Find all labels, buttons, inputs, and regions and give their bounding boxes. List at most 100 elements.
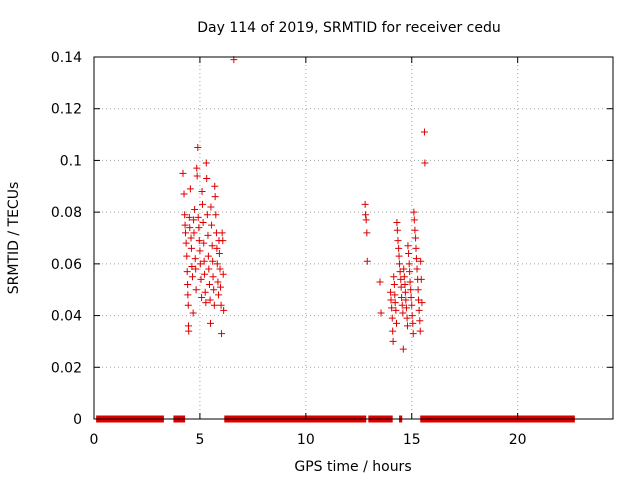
data-point	[412, 255, 420, 263]
data-point	[196, 260, 204, 268]
data-point	[194, 144, 202, 151]
data-point	[396, 268, 404, 276]
data-point	[363, 257, 371, 265]
data-point	[421, 159, 429, 167]
data-point	[220, 306, 228, 314]
data-point	[218, 330, 226, 338]
data-point	[209, 257, 217, 265]
data-point	[406, 278, 414, 286]
data-point	[361, 200, 369, 208]
data-point	[182, 229, 190, 237]
data-point	[397, 283, 405, 291]
data-point	[390, 281, 398, 289]
data-point	[217, 301, 225, 309]
data-point	[398, 301, 406, 309]
data-point	[391, 299, 399, 307]
data-point	[406, 268, 414, 276]
data-point	[196, 247, 204, 255]
data-point	[414, 286, 422, 294]
data-point	[393, 218, 401, 226]
data-point	[212, 211, 220, 219]
grid-lines	[94, 57, 613, 419]
data-point	[197, 275, 205, 283]
data-point	[198, 293, 206, 301]
data-point	[198, 200, 206, 208]
data-point	[204, 231, 212, 239]
data-point	[410, 208, 418, 216]
data-point	[408, 301, 416, 309]
data-point	[213, 260, 221, 268]
data-point	[192, 265, 200, 273]
data-point	[215, 250, 223, 258]
data-point	[208, 221, 216, 229]
data-point	[401, 288, 409, 296]
data-point	[395, 244, 403, 252]
plot-frame	[93, 56, 614, 420]
y-tick-label: 0.06	[51, 257, 82, 273]
data-point	[392, 306, 400, 314]
y-tick-labels: 0 0.02 0.04 0.06 0.08 0.1 0.12 0.14	[51, 50, 82, 428]
data-point	[415, 306, 423, 314]
data-point	[195, 224, 203, 232]
y-axis-label: SRMTID / TECUs	[6, 182, 22, 295]
data-point	[186, 224, 194, 232]
data-point	[399, 345, 407, 353]
data-point	[377, 309, 385, 317]
data-point	[416, 327, 424, 335]
data-point	[180, 190, 188, 198]
y-tick-label: 0.14	[51, 50, 82, 66]
data-point	[395, 260, 403, 268]
data-point	[409, 319, 417, 327]
x-tick-label: 5	[195, 432, 204, 448]
data-point	[418, 299, 426, 307]
data-point	[216, 265, 224, 273]
data-point	[187, 244, 195, 252]
data-point	[201, 288, 209, 296]
data-point	[186, 185, 194, 193]
data-point	[401, 281, 409, 289]
data-point	[194, 213, 202, 221]
data-point	[215, 291, 223, 299]
data-point	[184, 301, 192, 309]
data-points	[179, 56, 429, 353]
data-point	[417, 257, 425, 265]
data-point	[187, 234, 195, 242]
data-point	[204, 252, 212, 260]
data-point	[387, 296, 395, 304]
data-point	[408, 312, 416, 320]
data-point	[400, 265, 408, 273]
x-tick-label: 0	[90, 432, 99, 448]
data-point	[404, 322, 412, 330]
y-tick-label: 0.1	[60, 153, 82, 169]
data-point	[402, 296, 410, 304]
x-tick-label: 20	[509, 432, 527, 448]
data-point	[407, 286, 415, 294]
axis-ticks	[93, 56, 613, 420]
data-point	[184, 281, 192, 289]
data-point	[214, 278, 222, 286]
data-point	[403, 314, 411, 322]
data-point	[198, 187, 206, 195]
x-tick-label: 10	[297, 432, 315, 448]
data-point	[362, 216, 370, 224]
chart-title: Day 114 of 2019, SRMTID for receiver ced…	[197, 20, 500, 36]
x-tick-label: 15	[403, 432, 421, 448]
data-point	[389, 337, 397, 345]
data-point	[181, 221, 189, 229]
data-point	[205, 265, 213, 273]
x-tick-labels: 0 5 10 15 20	[90, 432, 527, 448]
data-point	[389, 327, 397, 335]
data-point	[202, 299, 210, 307]
data-point	[207, 203, 215, 211]
data-point	[181, 211, 189, 219]
data-point	[417, 275, 425, 283]
data-point	[219, 237, 227, 245]
data-point	[410, 216, 418, 224]
data-point	[209, 273, 217, 281]
data-point	[219, 270, 227, 278]
data-point	[193, 164, 201, 172]
data-point	[192, 286, 200, 294]
data-point	[397, 275, 405, 283]
data-point	[185, 327, 193, 335]
